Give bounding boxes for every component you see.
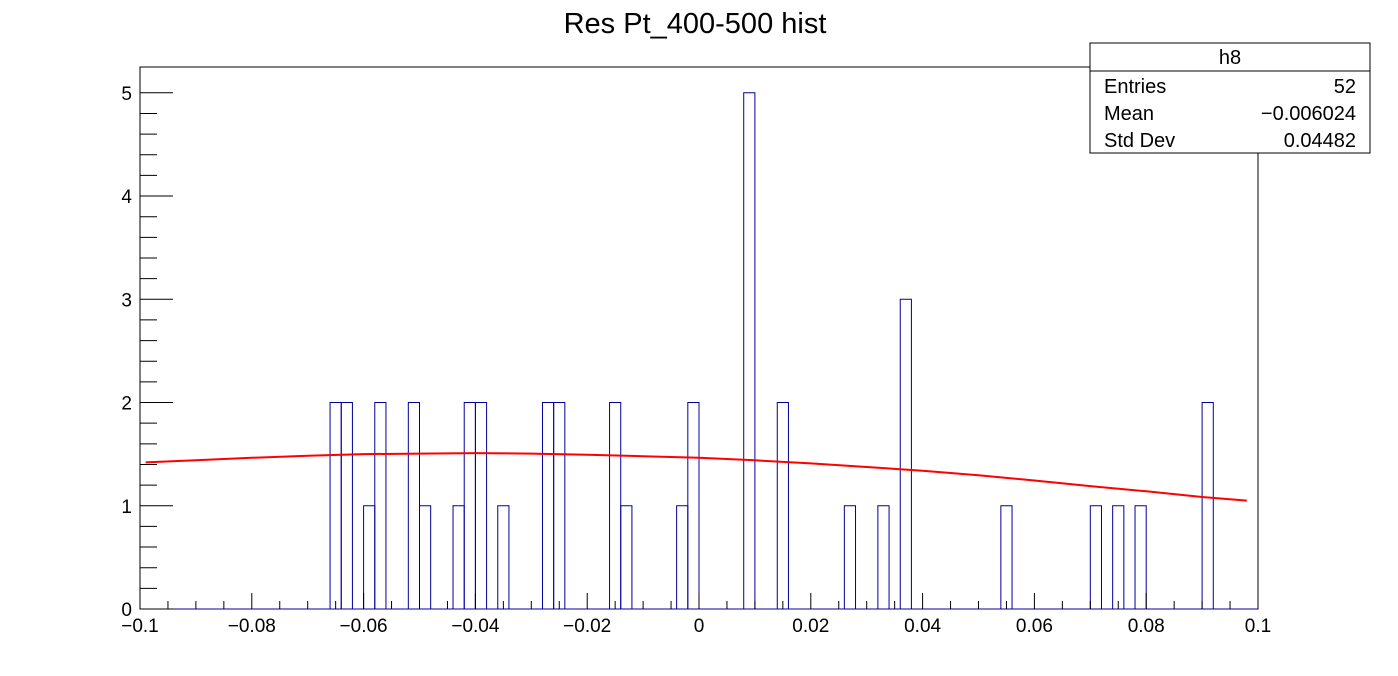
stats-label-mean: Mean bbox=[1104, 103, 1154, 125]
x-tick-label: 0.04 bbox=[904, 616, 941, 637]
histogram-bin bbox=[463, 402, 476, 609]
histogram-bin bbox=[1112, 505, 1125, 609]
gaussian-fit-curve bbox=[145, 452, 1247, 502]
x-tick-label: 0 bbox=[694, 616, 705, 637]
histogram-bin bbox=[1000, 505, 1013, 609]
x-tick-label: −0.04 bbox=[451, 616, 500, 637]
y-tick-label: 4 bbox=[121, 187, 132, 208]
stats-histogram-name: h8 bbox=[1219, 47, 1241, 69]
y-axis: 0 1 2 3 4 5 bbox=[121, 84, 173, 621]
histogram-bin bbox=[340, 402, 353, 609]
histogram-bin bbox=[497, 505, 510, 609]
stats-label-entries: Entries bbox=[1104, 76, 1166, 98]
histogram-bin bbox=[687, 402, 700, 609]
histogram-bin bbox=[452, 505, 465, 609]
histogram-bin bbox=[329, 402, 342, 609]
x-tick-label: 0.06 bbox=[1016, 616, 1053, 637]
histogram-bin bbox=[877, 505, 890, 609]
histogram-bin bbox=[1201, 402, 1214, 609]
histogram-bin bbox=[363, 505, 376, 609]
histogram-bars bbox=[140, 92, 1258, 610]
histogram-bin bbox=[407, 402, 420, 609]
histogram-bin bbox=[374, 402, 387, 609]
x-axis: −0.1 −0.08 −0.06 −0.04 −0.02 0 0.02 0.04 0.06 0.0… bbox=[121, 593, 1271, 637]
histogram-bin bbox=[743, 92, 756, 609]
x-tick-label: 0.1 bbox=[1245, 616, 1271, 637]
y-tick-label: 1 bbox=[121, 497, 132, 518]
histogram-bin bbox=[776, 402, 789, 609]
histogram-bin bbox=[620, 505, 633, 609]
histogram-bin bbox=[419, 505, 432, 609]
x-tick-label: −0.08 bbox=[228, 616, 276, 637]
histogram-bin bbox=[1134, 505, 1147, 609]
y-tick-label: 3 bbox=[121, 290, 132, 311]
histogram-bin bbox=[1089, 505, 1102, 609]
chart-title: Res Pt_400-500 hist bbox=[564, 8, 827, 40]
x-tick-label: −0.02 bbox=[563, 616, 611, 637]
histogram-bin bbox=[553, 402, 566, 609]
y-tick-label: 0 bbox=[121, 600, 132, 621]
x-tick-label: 0.08 bbox=[1128, 616, 1165, 637]
histogram-bin bbox=[676, 505, 689, 609]
y-tick-label: 2 bbox=[121, 394, 132, 415]
stats-value-stddev: 0.04482 bbox=[1284, 130, 1356, 152]
stats-value-mean: −0.006024 bbox=[1261, 103, 1356, 125]
histogram-bin bbox=[899, 298, 912, 609]
stats-box-border bbox=[1089, 42, 1371, 154]
histogram-bin bbox=[474, 402, 488, 609]
stats-box: h8 Entries 52 Mean −0.006024 Std Dev 0.0… bbox=[1089, 42, 1371, 154]
histogram-bin bbox=[541, 402, 555, 609]
stats-value-entries: 52 bbox=[1334, 76, 1356, 98]
histogram-bin bbox=[843, 505, 857, 609]
stats-label-stddev: Std Dev bbox=[1104, 130, 1175, 152]
x-tick-label: −0.1 bbox=[121, 616, 159, 637]
histogram-bin bbox=[609, 402, 622, 609]
x-tick-label: 0.02 bbox=[792, 616, 829, 637]
x-tick-label: −0.06 bbox=[340, 616, 388, 637]
y-tick-label: 5 bbox=[121, 84, 132, 105]
